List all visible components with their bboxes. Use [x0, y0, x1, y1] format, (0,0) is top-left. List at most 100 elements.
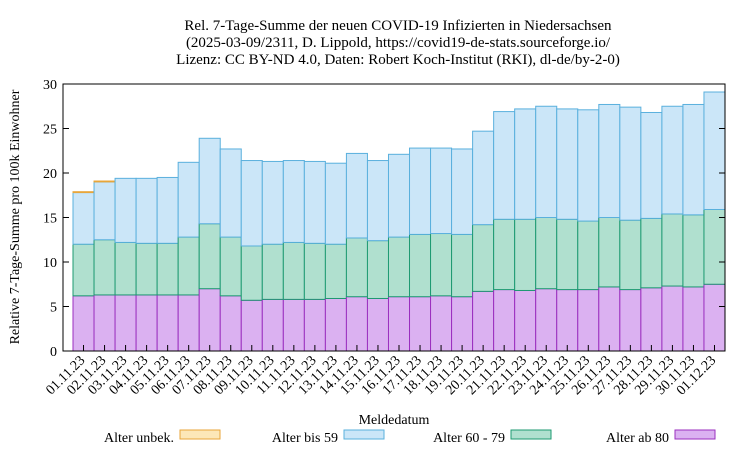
bar-alter-bis-59-11	[303, 160, 326, 244]
bar-alter-bis-59-16	[409, 147, 432, 235]
legend-label-3: Alter ab 80	[606, 431, 669, 446]
y-tick-label: 30	[43, 78, 57, 93]
y-tick-label: 10	[43, 256, 57, 271]
legend-label-0: Alter unbek.	[104, 431, 174, 446]
bar-alter-60-79-6	[198, 223, 221, 290]
bar-alter-60-79-1	[93, 239, 116, 296]
y-axis: 0 5 10 15 20 25 30	[43, 78, 725, 360]
bar-alter-bis-59-17	[430, 147, 453, 235]
bar-alter-bis-59-23	[556, 108, 579, 220]
bar-alter-60-79-20	[493, 218, 516, 291]
legend-swatch-3	[674, 429, 716, 440]
bar-alter-60-79-22	[535, 217, 558, 290]
bar-alter-60-79-11	[303, 242, 326, 300]
bar-alter-bis-59-13	[345, 152, 368, 239]
bar-alter-bis-59-2	[114, 177, 137, 243]
bar-alter-bis-59-30	[703, 91, 726, 210]
bar-alter-bis-59-12	[324, 162, 347, 245]
bar-alter-ab-80-25	[598, 286, 621, 352]
bar-alter-ab-80-19	[472, 290, 495, 352]
legend-swatch-1	[343, 429, 385, 440]
bar-alter-bis-59-29	[682, 103, 705, 216]
bar-alter-ab-80-23	[556, 289, 579, 352]
bar-alter-bis-59-9	[261, 160, 284, 245]
bar-alter-ab-80-22	[535, 288, 558, 352]
bar-alter-60-79-30	[703, 208, 726, 285]
bar-alter-bis-59-14	[366, 160, 389, 242]
legend-swatch-0	[179, 429, 221, 440]
bar-alter-bis-59-15	[387, 153, 411, 238]
bar-alter-bis-59-5	[177, 161, 200, 238]
bar-alter-ab-80-20	[493, 289, 516, 352]
bar-alter-ab-80-2	[114, 294, 137, 352]
bar-alter-60-79-9	[261, 243, 284, 300]
bar-alter-bis-59-18	[451, 148, 474, 235]
bar-alter-60-79-7	[219, 236, 242, 297]
bar-alter-60-79-8	[240, 245, 263, 301]
bar-alter-bis-59-0	[72, 192, 95, 245]
bar-alter-ab-80-6	[198, 288, 221, 352]
bar-alter-ab-80-11	[303, 298, 326, 352]
bar-alter-60-79-12	[324, 243, 347, 299]
bar-alter-60-79-29	[682, 214, 705, 288]
bars-layer	[72, 91, 726, 352]
bar-alter-60-79-24	[577, 220, 600, 291]
y-tick-label: 20	[43, 167, 57, 182]
bar-alter-ab-80-7	[219, 295, 242, 352]
bar-alter-ab-80-27	[640, 287, 663, 352]
chart-title-line-3: Lizenz: CC BY-ND 4.0, Daten: Robert Koch…	[176, 52, 620, 68]
bar-alter-bis-59-10	[282, 160, 305, 243]
bar-alter-ab-80-26	[619, 289, 642, 352]
bar-alter-60-79-26	[619, 219, 642, 291]
bar-alter-bis-59-28	[661, 105, 684, 215]
bar-alter-60-79-17	[430, 233, 453, 297]
bar-alter-bis-59-4	[156, 176, 179, 244]
bar-alter-60-79-18	[451, 233, 474, 298]
bar-alter-ab-80-14	[366, 297, 389, 352]
bar-alter-bis-59-25	[598, 103, 621, 218]
bar-alter-ab-80-5	[177, 294, 200, 352]
bar-alter-60-79-2	[114, 241, 137, 296]
bar-alter-ab-80-24	[577, 289, 600, 352]
legend-swatch-2	[510, 429, 552, 440]
bar-alter-bis-59-7	[219, 148, 242, 238]
chart-title-line-1: Rel. 7-Tage-Summe der neuen COVID-19 Inf…	[184, 18, 612, 34]
bar-alter-60-79-19	[472, 224, 495, 292]
bar-alter-ab-80-8	[240, 299, 263, 352]
bar-alter-bis-59-26	[619, 106, 642, 221]
bar-alter-bis-59-22	[535, 105, 558, 218]
bar-alter-ab-80-10	[282, 298, 305, 352]
bar-alter-unbek--0	[72, 191, 95, 194]
chart-title: Rel. 7-Tage-Summe der neuen COVID-19 Inf…	[176, 18, 620, 68]
bar-alter-ab-80-3	[135, 294, 158, 352]
bar-alter-unbek--1	[93, 180, 116, 183]
bar-alter-bis-59-24	[577, 109, 600, 222]
bar-alter-60-79-28	[661, 213, 684, 287]
bar-alter-ab-80-4	[156, 294, 179, 352]
x-axis-label: Meldedatum	[359, 413, 430, 428]
bar-alter-60-79-14	[366, 240, 389, 299]
legend: Alter unbek. Alter bis 59 Alter 60 - 79 Alt…	[104, 429, 716, 446]
x-axis: 01.11.2302.11.2303.11.2304.11.2305.11.23…	[43, 345, 719, 398]
bar-alter-bis-59-19	[472, 130, 495, 226]
bar-alter-ab-80-9	[261, 298, 284, 352]
bar-alter-ab-80-0	[72, 295, 95, 352]
bar-alter-60-79-15	[387, 236, 411, 298]
bar-alter-ab-80-29	[682, 286, 705, 352]
legend-label-2: Alter 60 - 79	[433, 431, 505, 446]
bar-alter-60-79-3	[135, 242, 158, 296]
bar-alter-60-79-5	[177, 236, 200, 296]
bar-alter-ab-80-1	[93, 294, 116, 352]
bar-alter-ab-80-15	[387, 296, 411, 352]
bar-alter-ab-80-13	[345, 296, 368, 352]
bar-alter-60-79-16	[409, 233, 432, 298]
bar-alter-bis-59-6	[198, 137, 221, 225]
bar-alter-60-79-13	[345, 237, 368, 298]
bar-alter-bis-59-20	[493, 111, 516, 220]
bar-alter-ab-80-17	[430, 295, 453, 352]
bar-alter-ab-80-12	[324, 297, 347, 352]
chart-title-line-2: (2025-03-09/2311, D. Lippold, https://co…	[186, 35, 611, 51]
bar-alter-60-79-23	[556, 218, 579, 291]
bar-alter-bis-59-21	[514, 108, 537, 220]
